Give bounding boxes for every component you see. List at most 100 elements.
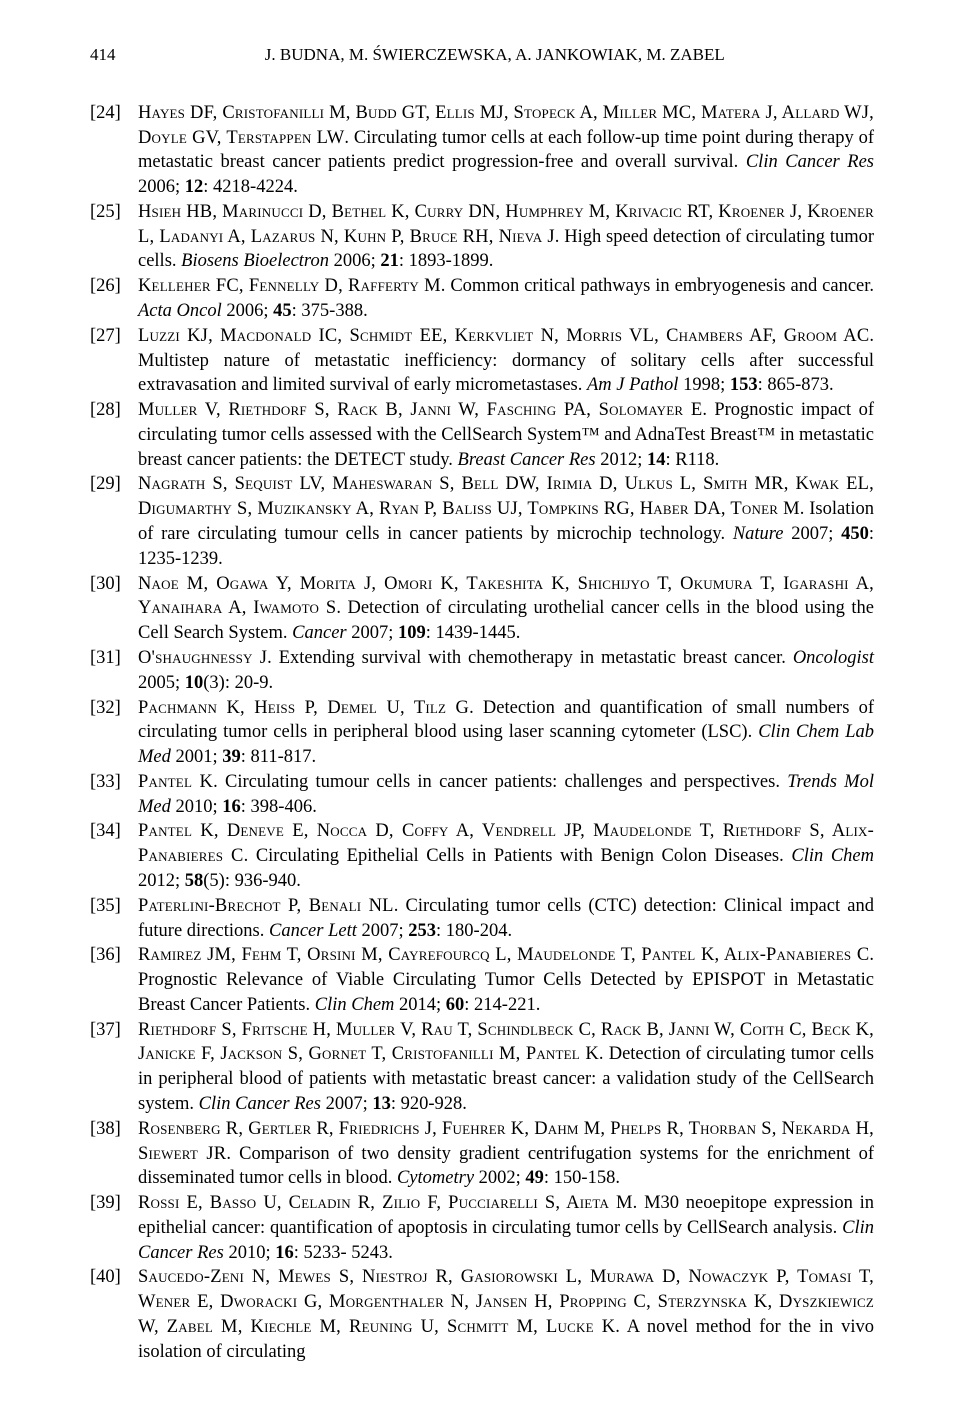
reference-journal: Biosens Bioelectron (181, 251, 329, 271)
reference-journal: Cancer (292, 623, 346, 643)
reference-body: Rosenberg R, Gertler R, Friedrichs J, Fu… (138, 1117, 874, 1191)
reference-body: Luzzi KJ, Macdonald IC, Schmidt EE, Kerk… (138, 324, 874, 398)
reference-body: Kelleher FC, Fennelly D, Rafferty M. Com… (138, 274, 874, 324)
running-head: J. BUDNA, M. ŚWIERCZEWSKA, A. JANKOWIAK,… (124, 44, 867, 67)
reference-volume: 60 (446, 995, 465, 1015)
reference-year: 2006; (222, 301, 273, 321)
page: 414 J. BUDNA, M. ŚWIERCZEWSKA, A. JANKOW… (0, 0, 960, 1425)
reference-number: [32] (90, 696, 138, 770)
reference-number: [25] (90, 200, 138, 274)
reference-year: 2012; (596, 450, 647, 470)
reference-year: 2002; (474, 1168, 525, 1188)
reference-body: Pantel K. Circulating tumour cells in ca… (138, 770, 874, 820)
reference-volume: 39 (222, 747, 241, 767)
reference-number: [31] (90, 646, 138, 696)
reference-volume: 16 (275, 1243, 294, 1263)
reference-journal: Am J Pathol (587, 375, 678, 395)
reference-title: . Common critical pathways in embryogene… (441, 276, 874, 296)
reference-number: [29] (90, 472, 138, 571)
reference-volume: 109 (398, 623, 426, 643)
reference-item: [26]Kelleher FC, Fennelly D, Rafferty M.… (90, 274, 874, 324)
reference-item: [30]Naoe M, Ogawa Y, Morita J, Omori K, … (90, 572, 874, 646)
reference-item: [25]Hsieh HB, Marinucci D, Bethel K, Cur… (90, 200, 874, 274)
reference-number: [38] (90, 1117, 138, 1191)
reference-pages: : 150-158. (544, 1168, 620, 1188)
reference-volume: 16 (222, 797, 241, 817)
reference-number: [35] (90, 894, 138, 944)
reference-volume: 49 (525, 1168, 544, 1188)
reference-body: O'shaughnessy J. Extending survival with… (138, 646, 874, 696)
reference-year: 2012; (138, 871, 185, 891)
reference-year: 2014; (394, 995, 445, 1015)
reference-body: Pachmann K, Heiss P, Demel U, Tilz G. De… (138, 696, 874, 770)
reference-volume: 21 (380, 251, 399, 271)
reference-title: . Extending survival with chemotherapy i… (267, 648, 793, 668)
reference-body: Muller V, Riethdorf S, Rack B, Janni W, … (138, 398, 874, 472)
reference-authors: Pachmann K, Heiss P, Demel U, Tilz G (138, 698, 469, 718)
reference-volume: 14 (647, 450, 666, 470)
reference-item: [39]Rossi E, Basso U, Celadin R, Zilio F… (90, 1191, 874, 1265)
reference-journal: Breast Cancer Res (458, 450, 596, 470)
reference-number: [40] (90, 1265, 138, 1364)
reference-item: [31]O'shaughnessy J. Extending survival … (90, 646, 874, 696)
reference-year: 2005; (138, 673, 185, 693)
reference-body: Nagrath S, Sequist LV, Maheswaran S, Bel… (138, 472, 874, 571)
reference-journal: Nature (733, 524, 784, 544)
reference-item: [37]Riethdorf S, Fritsche H, Muller V, R… (90, 1018, 874, 1117)
reference-year: 2001; (171, 747, 222, 767)
reference-pages: (3): 20-9. (203, 673, 273, 693)
reference-number: [26] (90, 274, 138, 324)
reference-body: Ramirez JM, Fehm T, Orsini M, Cayrefourc… (138, 943, 874, 1017)
reference-pages: : 811-817. (241, 747, 316, 767)
reference-year: 2007; (784, 524, 842, 544)
reference-year: 2010; (171, 797, 222, 817)
reference-journal: Clin Chem (315, 995, 395, 1015)
reference-number: [28] (90, 398, 138, 472)
reference-item: [36]Ramirez JM, Fehm T, Orsini M, Cayref… (90, 943, 874, 1017)
reference-volume: 450 (841, 524, 869, 544)
reference-journal: Clin Cancer Res (199, 1094, 321, 1114)
reference-item: [38]Rosenberg R, Gertler R, Friedrichs J… (90, 1117, 874, 1191)
reference-body: Saucedo-Zeni N, Mewes S, Niestroj R, Gas… (138, 1265, 874, 1364)
reference-body: Riethdorf S, Fritsche H, Muller V, Rau T… (138, 1018, 874, 1117)
reference-volume: 10 (185, 673, 204, 693)
reference-number: [36] (90, 943, 138, 1017)
reference-authors: Kelleher FC, Fennelly D, Rafferty M (138, 276, 441, 296)
reference-authors: Pantel K (138, 772, 213, 792)
reference-list: [24]Hayes DF, Cristofanilli M, Budd GT, … (90, 101, 874, 1365)
reference-number: [34] (90, 819, 138, 893)
reference-body: Hsieh HB, Marinucci D, Bethel K, Curry D… (138, 200, 874, 274)
reference-journal: Cytometry (397, 1168, 474, 1188)
reference-pages: : R118. (665, 450, 719, 470)
reference-pages: : 398-406. (241, 797, 317, 817)
reference-title: . Circulating tumour cells in cancer pat… (213, 772, 787, 792)
reference-number: [30] (90, 572, 138, 646)
reference-body: Paterlini-Brechot P, Benali NL. Circulat… (138, 894, 874, 944)
reference-item: [29]Nagrath S, Sequist LV, Maheswaran S,… (90, 472, 874, 571)
reference-volume: 58 (185, 871, 204, 891)
reference-authors: Rossi E, Basso U, Celadin R, Zilio F, Pu… (138, 1193, 633, 1213)
reference-body: Hayes DF, Cristofanilli M, Budd GT, Elli… (138, 101, 874, 200)
reference-number: [37] (90, 1018, 138, 1117)
reference-journal: Clin Chem (791, 846, 874, 866)
reference-pages: : 920-928. (391, 1094, 467, 1114)
reference-volume: 13 (372, 1094, 391, 1114)
reference-item: [24]Hayes DF, Cristofanilli M, Budd GT, … (90, 101, 874, 200)
reference-authors: Paterlini-Brechot P, Benali NL (138, 896, 394, 916)
reference-year: 2006; (329, 251, 380, 271)
reference-year: 1998; (678, 375, 729, 395)
reference-authors: Luzzi KJ, Macdonald IC, Schmidt EE, Kerk… (138, 326, 869, 346)
reference-number: [24] (90, 101, 138, 200)
reference-year: 2007; (347, 623, 398, 643)
reference-journal: Clin Cancer Res (746, 152, 874, 172)
reference-volume: 45 (273, 301, 292, 321)
reference-year: 2007; (357, 921, 408, 941)
reference-pages: : 375-388. (292, 301, 368, 321)
reference-number: [33] (90, 770, 138, 820)
reference-body: Pantel K, Deneve E, Nocca D, Coffy A, Ve… (138, 819, 874, 893)
reference-journal: Cancer Lett (269, 921, 357, 941)
reference-pages: : 214-221. (464, 995, 540, 1015)
reference-volume: 253 (408, 921, 436, 941)
reference-item: [33]Pantel K. Circulating tumour cells i… (90, 770, 874, 820)
reference-pages: : 865-873. (758, 375, 834, 395)
